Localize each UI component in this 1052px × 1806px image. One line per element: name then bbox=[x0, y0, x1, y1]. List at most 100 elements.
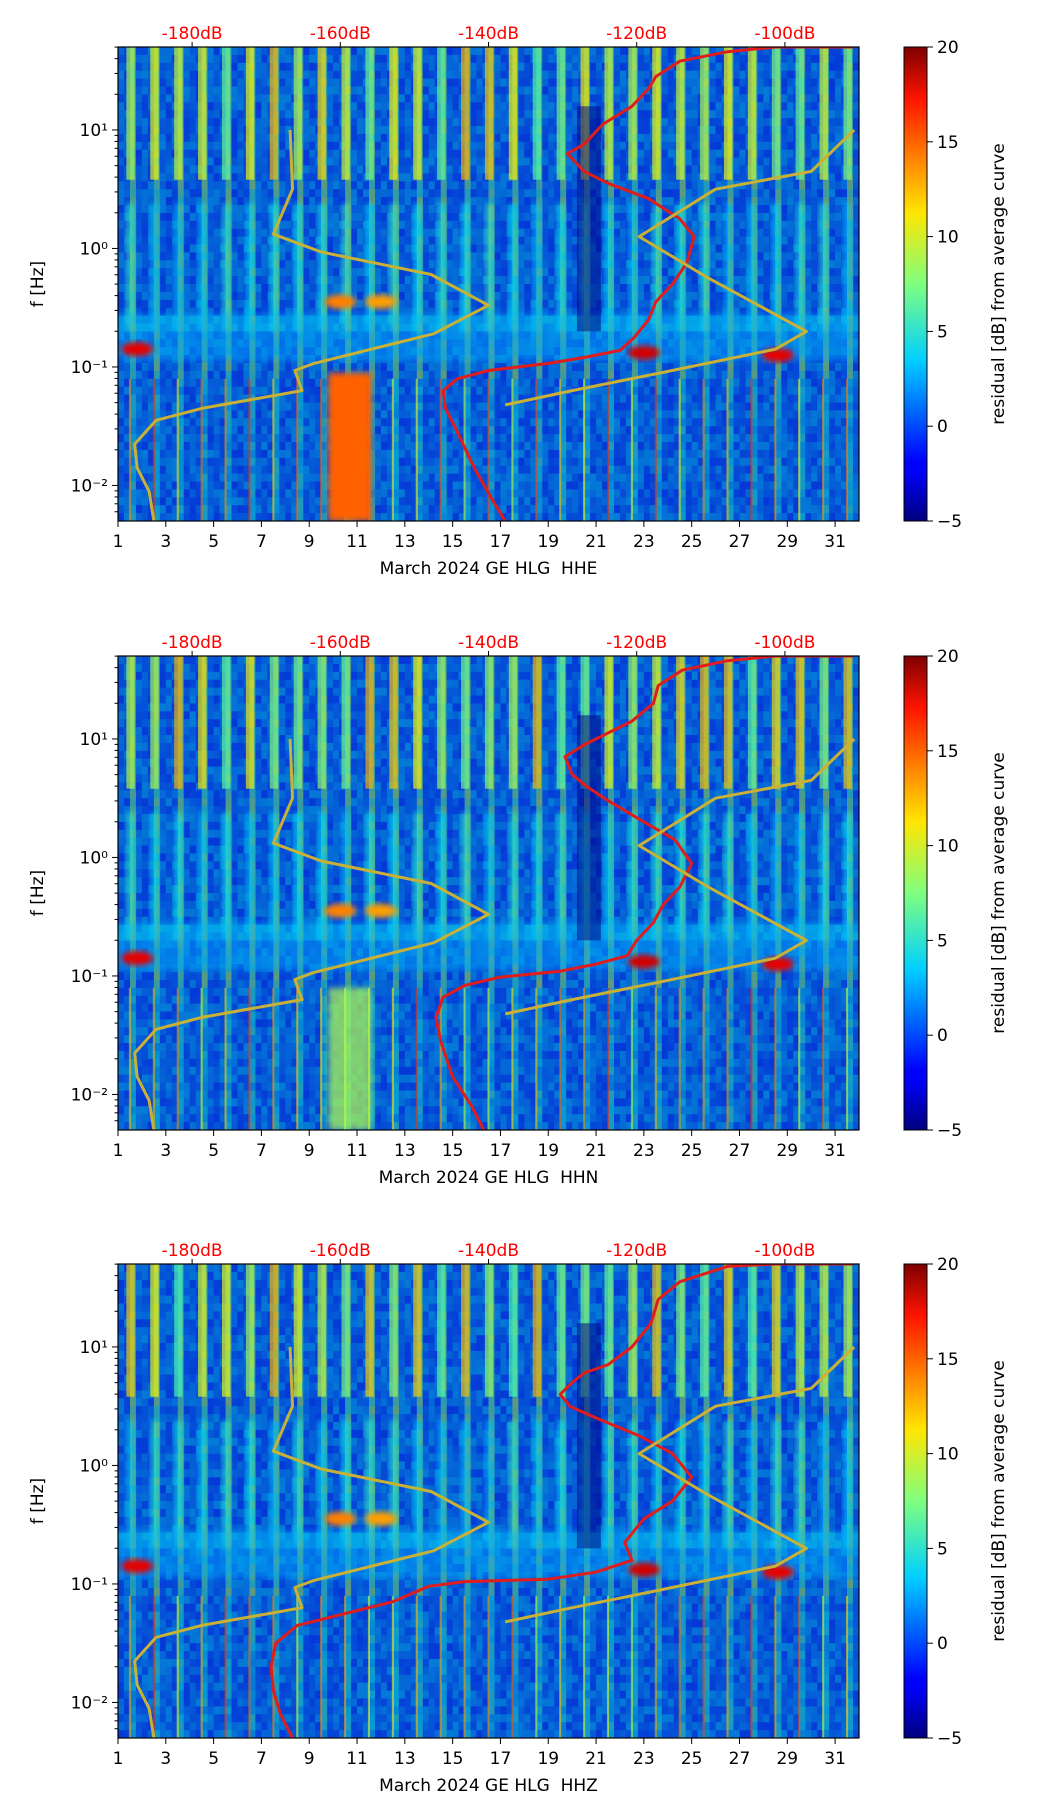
noise-cell bbox=[357, 268, 364, 277]
noise-cell bbox=[530, 197, 537, 206]
noise-cell bbox=[141, 47, 149, 56]
noise-cell bbox=[231, 86, 239, 95]
noise-cell bbox=[303, 165, 310, 174]
noise-cell bbox=[476, 244, 484, 253]
noise-cell bbox=[183, 165, 191, 174]
noise-cell bbox=[566, 497, 573, 506]
noise-cell bbox=[165, 434, 173, 443]
noise-cell bbox=[183, 173, 191, 182]
noise-cell bbox=[548, 47, 555, 56]
noise-cell bbox=[207, 449, 215, 459]
noise-cell bbox=[428, 497, 436, 506]
noise-cell bbox=[572, 465, 579, 475]
noise-cell bbox=[213, 307, 221, 317]
noise-cell bbox=[303, 291, 310, 301]
noise-cell bbox=[560, 465, 567, 475]
noise-cell bbox=[464, 181, 472, 190]
noise-cell bbox=[357, 205, 364, 214]
noise-cell bbox=[602, 197, 609, 206]
noise-cell bbox=[464, 457, 472, 467]
noise-cell bbox=[392, 505, 400, 514]
noise-cell bbox=[518, 47, 525, 56]
noise-cell bbox=[195, 394, 203, 404]
noise-cell bbox=[243, 394, 251, 404]
noise-cell bbox=[470, 70, 478, 80]
noise-cell bbox=[464, 434, 472, 443]
noise-cell bbox=[572, 378, 579, 388]
noise-cell bbox=[434, 410, 442, 419]
noise-cell bbox=[297, 426, 304, 435]
noise-cell bbox=[285, 252, 292, 261]
noise-cell bbox=[303, 370, 310, 380]
noise-cell bbox=[452, 505, 460, 514]
noise-cell bbox=[309, 133, 316, 143]
noise-cell bbox=[207, 228, 215, 238]
noise-cell bbox=[434, 457, 442, 467]
noise-cell bbox=[458, 386, 466, 396]
noise-cell bbox=[285, 47, 292, 56]
noise-cell bbox=[309, 70, 316, 80]
noise-cell bbox=[422, 473, 430, 483]
noise-cell bbox=[452, 299, 460, 309]
noise-cell bbox=[279, 141, 286, 151]
noise-cell bbox=[518, 386, 525, 396]
noise-cell bbox=[380, 513, 388, 521]
noise-cell bbox=[590, 402, 597, 411]
noise-cell bbox=[530, 378, 537, 388]
noise-cell bbox=[380, 284, 388, 293]
noise-cell bbox=[351, 189, 358, 198]
noise-cell bbox=[291, 489, 298, 498]
noise-cell bbox=[458, 449, 466, 459]
noise-cell bbox=[153, 481, 161, 490]
noise-cell bbox=[351, 62, 358, 72]
noise-cell bbox=[195, 513, 203, 521]
noise-cell bbox=[297, 505, 304, 514]
noise-cell bbox=[130, 370, 137, 380]
noise-cell bbox=[536, 442, 543, 451]
noise-cell bbox=[333, 197, 340, 206]
noise-cell bbox=[207, 497, 215, 506]
noise-cell bbox=[518, 62, 525, 72]
noise-cell bbox=[375, 70, 382, 80]
noise-cell bbox=[512, 189, 519, 198]
noise-cell bbox=[482, 442, 490, 451]
noise-cell bbox=[261, 505, 268, 514]
noise-cell bbox=[572, 457, 579, 467]
noise-cell bbox=[518, 149, 525, 159]
noise-cell bbox=[141, 449, 149, 459]
noise-cell bbox=[231, 141, 239, 151]
noise-cell bbox=[548, 102, 555, 111]
noise-cell bbox=[141, 276, 149, 285]
noise-cell bbox=[398, 181, 406, 190]
noise-cell bbox=[369, 505, 376, 514]
noise-cell bbox=[536, 465, 543, 475]
noise-cell bbox=[261, 442, 268, 451]
noise-cell bbox=[261, 457, 268, 467]
noise-cell bbox=[135, 410, 143, 419]
noise-cell bbox=[171, 481, 179, 490]
noise-cell bbox=[124, 197, 131, 206]
noise-cell bbox=[524, 205, 531, 214]
noise-cell bbox=[141, 434, 149, 443]
noise-cell bbox=[118, 457, 125, 467]
noise-cell bbox=[470, 410, 478, 419]
noise-cell bbox=[428, 102, 436, 111]
noise-cell bbox=[267, 363, 274, 372]
noise-cell bbox=[135, 173, 143, 182]
noise-cell bbox=[351, 205, 358, 214]
noise-cell bbox=[315, 449, 322, 459]
noise-cell bbox=[327, 78, 334, 88]
noise-cell bbox=[261, 378, 268, 388]
noise-cell bbox=[434, 363, 442, 372]
noise-cell bbox=[488, 513, 496, 521]
noise-cell bbox=[327, 62, 334, 72]
noise-cell bbox=[554, 426, 561, 435]
noise-cell bbox=[416, 189, 424, 198]
noise-cell bbox=[398, 118, 406, 127]
noise-cell bbox=[279, 299, 286, 309]
noise-cell bbox=[183, 370, 191, 380]
noise-cell bbox=[524, 260, 531, 269]
noise-cell bbox=[506, 497, 513, 506]
noise-cell bbox=[183, 449, 191, 459]
noise-cell bbox=[446, 70, 454, 80]
